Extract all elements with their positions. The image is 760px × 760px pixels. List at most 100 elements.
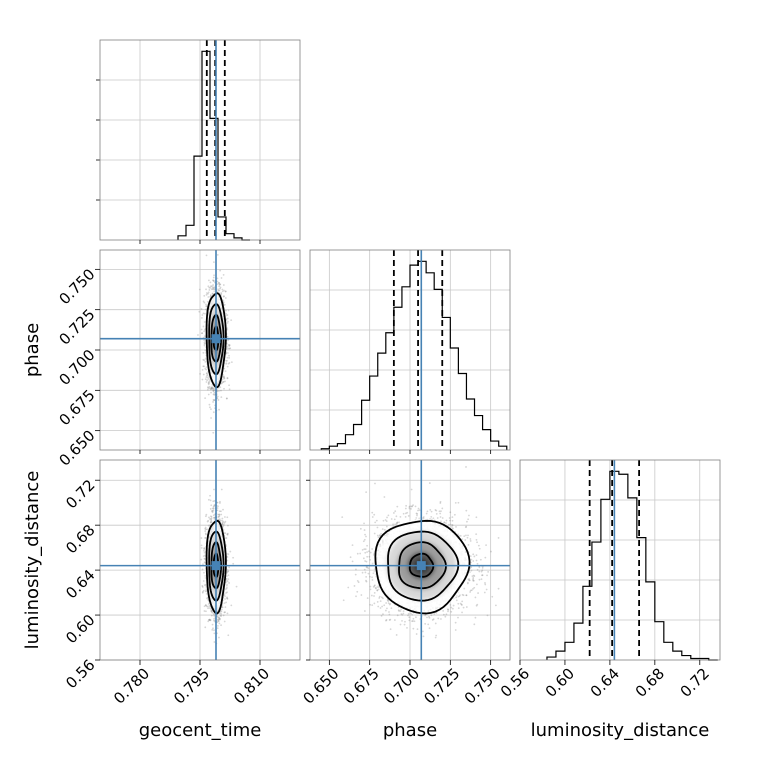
sample-point xyxy=(222,375,224,378)
sample-point xyxy=(204,537,207,539)
hist-panel-geocent_time xyxy=(96,39,301,241)
sample-point xyxy=(212,390,215,393)
sample-point xyxy=(217,281,220,284)
sample-point xyxy=(226,365,229,368)
sample-point xyxy=(205,586,208,588)
hist-geocent_time xyxy=(177,50,250,241)
sample-point xyxy=(222,301,225,304)
sample-point xyxy=(211,611,214,614)
sample-point xyxy=(227,320,229,323)
sample-point xyxy=(208,385,211,388)
sample-point xyxy=(210,387,213,390)
sample-point xyxy=(208,607,211,609)
sample-point xyxy=(226,356,229,359)
sample-point xyxy=(213,619,215,622)
sample-point xyxy=(221,381,224,384)
sample-point xyxy=(220,488,223,491)
sample-point xyxy=(227,574,230,577)
sample-point xyxy=(227,352,229,354)
sample-point xyxy=(207,285,210,288)
sample-point xyxy=(218,618,221,621)
sample-point xyxy=(224,520,227,523)
sample-point xyxy=(223,611,226,614)
sample-point xyxy=(227,339,229,342)
sample-point xyxy=(228,344,231,347)
sample-point xyxy=(204,357,207,360)
sample-point xyxy=(226,597,228,600)
sample-point xyxy=(204,312,206,315)
sample-point xyxy=(210,408,212,411)
sample-point xyxy=(226,559,229,562)
sample-point xyxy=(217,616,220,619)
sample-point xyxy=(209,515,212,518)
sample-point xyxy=(212,612,215,615)
sample-point xyxy=(204,577,207,579)
sample-point xyxy=(223,295,225,298)
sample-point xyxy=(204,604,207,607)
sample-point xyxy=(202,563,204,566)
sample-point xyxy=(226,314,229,316)
sample-point xyxy=(209,499,212,502)
sample-point xyxy=(225,592,228,594)
sample-point xyxy=(203,584,206,587)
sample-point xyxy=(218,612,221,615)
sample-point xyxy=(204,334,207,337)
sample-point xyxy=(225,363,228,365)
sample-point xyxy=(227,347,230,350)
sample-point xyxy=(226,335,229,338)
sample-point xyxy=(225,537,228,539)
sample-point xyxy=(200,328,203,331)
sample-point xyxy=(203,557,206,560)
sample-point xyxy=(225,346,228,349)
sample-point xyxy=(216,277,219,280)
sample-point xyxy=(203,339,206,342)
sample-point xyxy=(206,528,209,531)
sample-point xyxy=(225,360,228,362)
sample-point xyxy=(221,521,224,524)
sample-point xyxy=(202,351,205,354)
sample-point xyxy=(203,610,206,612)
sample-point xyxy=(221,517,224,520)
sample-point xyxy=(227,309,230,312)
sample-point xyxy=(204,574,207,577)
sample-point xyxy=(204,532,207,535)
sample-point xyxy=(222,295,225,298)
sample-point xyxy=(212,276,215,279)
truth-marker-phase_vs_geocent_time xyxy=(211,334,221,344)
sample-point xyxy=(200,307,203,310)
sample-point xyxy=(213,618,215,620)
sample-point xyxy=(213,394,216,396)
sample-point xyxy=(212,431,215,434)
sample-point xyxy=(222,375,225,378)
hist-panel-phase xyxy=(309,249,511,451)
sample-point xyxy=(212,389,215,392)
sample-point xyxy=(227,570,230,573)
sample-point xyxy=(204,536,207,539)
sample-point xyxy=(224,532,227,534)
sample-point xyxy=(226,597,229,600)
sample-point xyxy=(224,297,227,299)
panel-phase_vs_geocent_time xyxy=(99,249,301,451)
sample-point xyxy=(226,327,229,330)
sample-point xyxy=(219,269,222,272)
sample-point xyxy=(211,629,214,631)
sample-point xyxy=(220,292,223,295)
sample-point xyxy=(212,387,214,390)
sample-point xyxy=(210,609,213,612)
sample-point xyxy=(226,359,228,362)
sample-point xyxy=(211,286,214,289)
sample-point xyxy=(219,283,222,286)
sample-point xyxy=(222,380,225,383)
sample-point xyxy=(204,342,207,345)
sample-point xyxy=(203,335,206,338)
sample-point xyxy=(207,387,210,389)
sample-point xyxy=(223,522,226,524)
sample-point xyxy=(213,261,215,264)
sample-point xyxy=(223,377,226,380)
sample-point xyxy=(203,554,206,557)
sample-point xyxy=(208,403,211,406)
sample-point xyxy=(208,381,210,383)
sample-point xyxy=(222,523,225,526)
sample-point xyxy=(224,606,227,609)
